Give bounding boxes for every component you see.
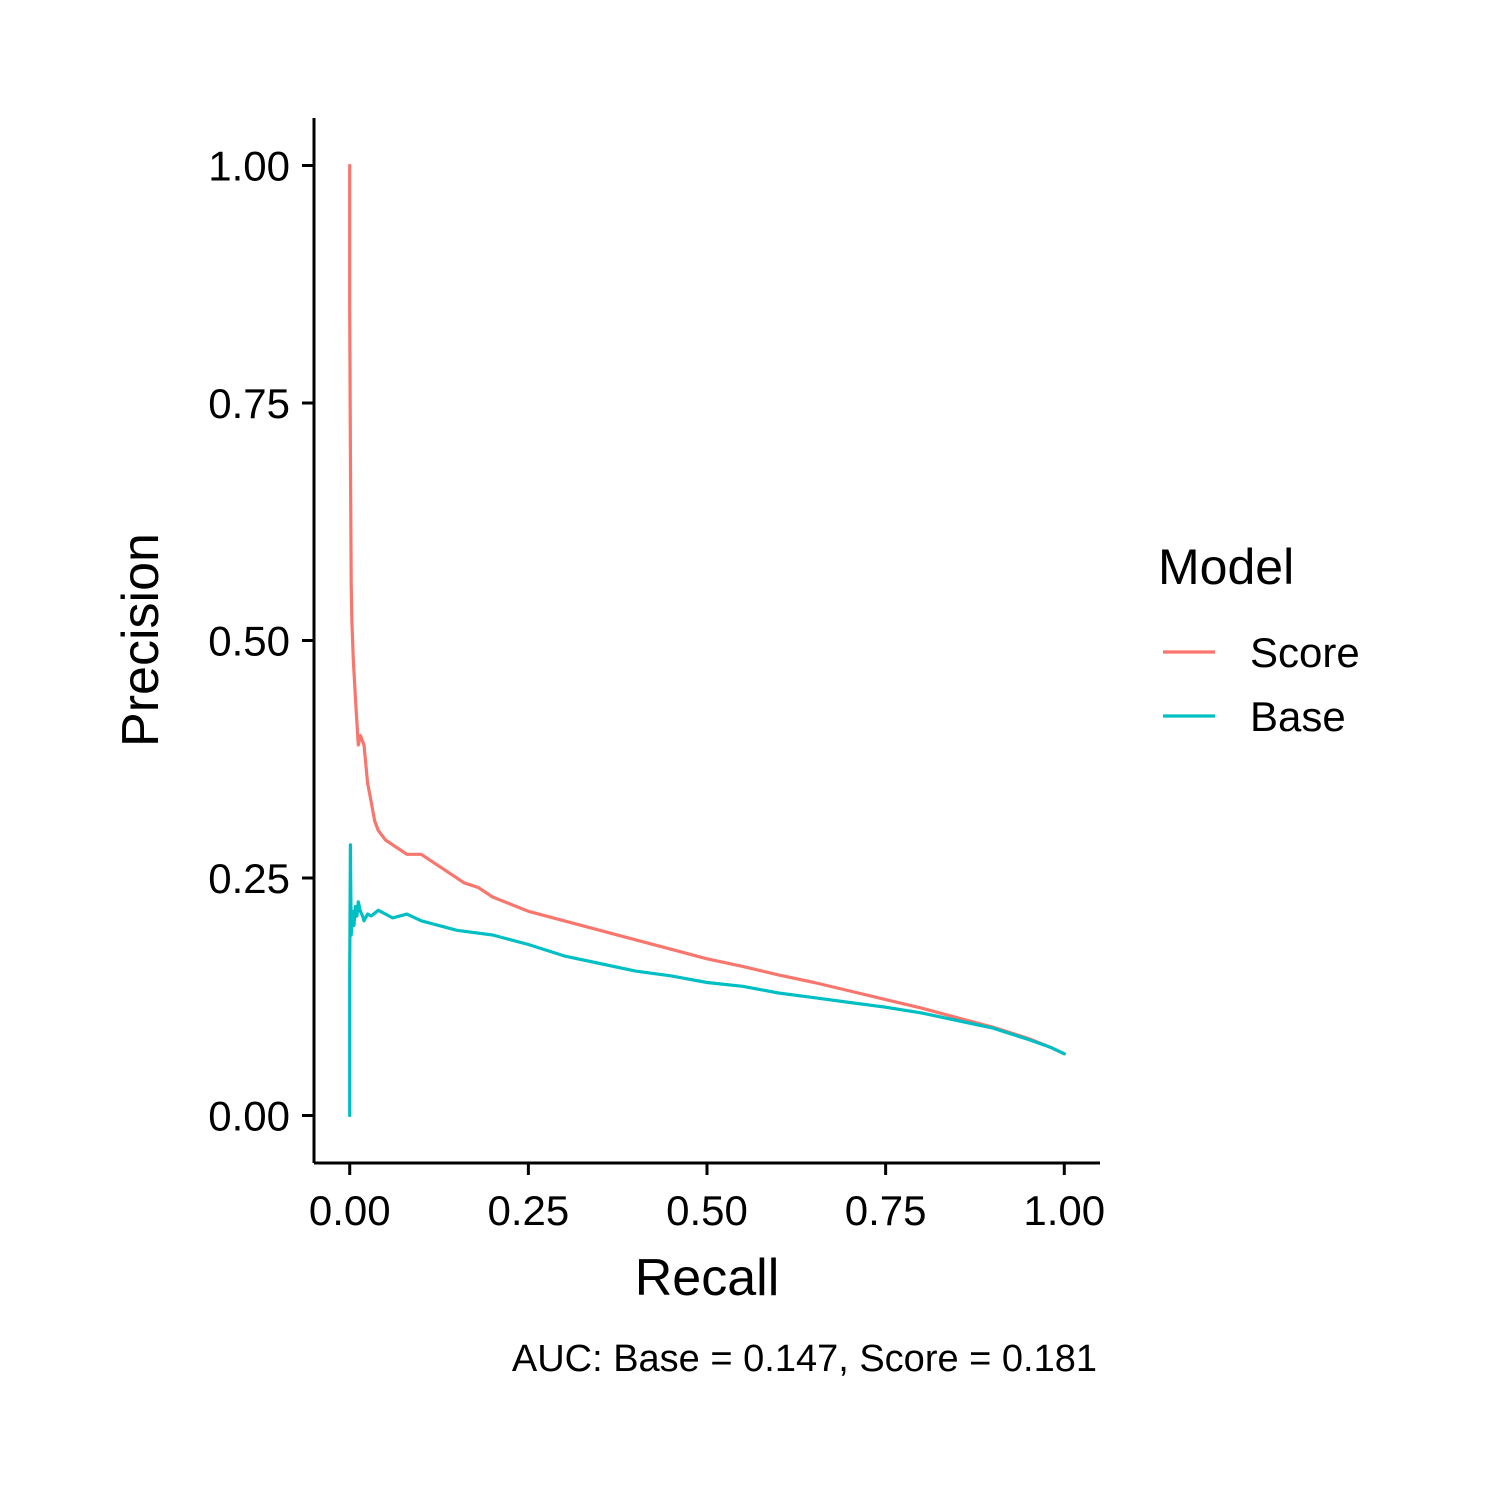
y-axis-title: Precision [112,533,170,747]
legend: Model Score Base [1158,539,1360,740]
auc-caption: AUC: Base = 0.147, Score = 0.181 [512,1338,1097,1380]
x-tick-label: 0.50 [666,1187,748,1234]
legend-title: Model [1158,539,1294,595]
x-tick-label: 0.25 [487,1187,569,1234]
y-tick-label: 0.00 [208,1093,290,1140]
y-axis: 0.00 0.25 0.50 0.75 1.00 [208,118,316,1163]
legend-label-base: Base [1250,693,1346,740]
legend-label-score: Score [1250,629,1360,676]
y-tick-label: 0.75 [208,380,290,427]
x-tick-label: 0.00 [309,1187,391,1234]
y-tick-label: 0.50 [208,618,290,665]
plot-area [348,163,1066,1118]
x-axis: 0.00 0.25 0.50 0.75 1.00 [309,1161,1105,1234]
x-tick-label: 0.75 [845,1187,927,1234]
series-line-score [348,163,1066,1056]
x-axis-title: Recall [635,1249,780,1307]
x-tick-label: 1.00 [1023,1187,1105,1234]
series-line-base [348,843,1066,1118]
y-tick-label: 1.00 [208,143,290,190]
y-tick-label: 0.25 [208,855,290,902]
